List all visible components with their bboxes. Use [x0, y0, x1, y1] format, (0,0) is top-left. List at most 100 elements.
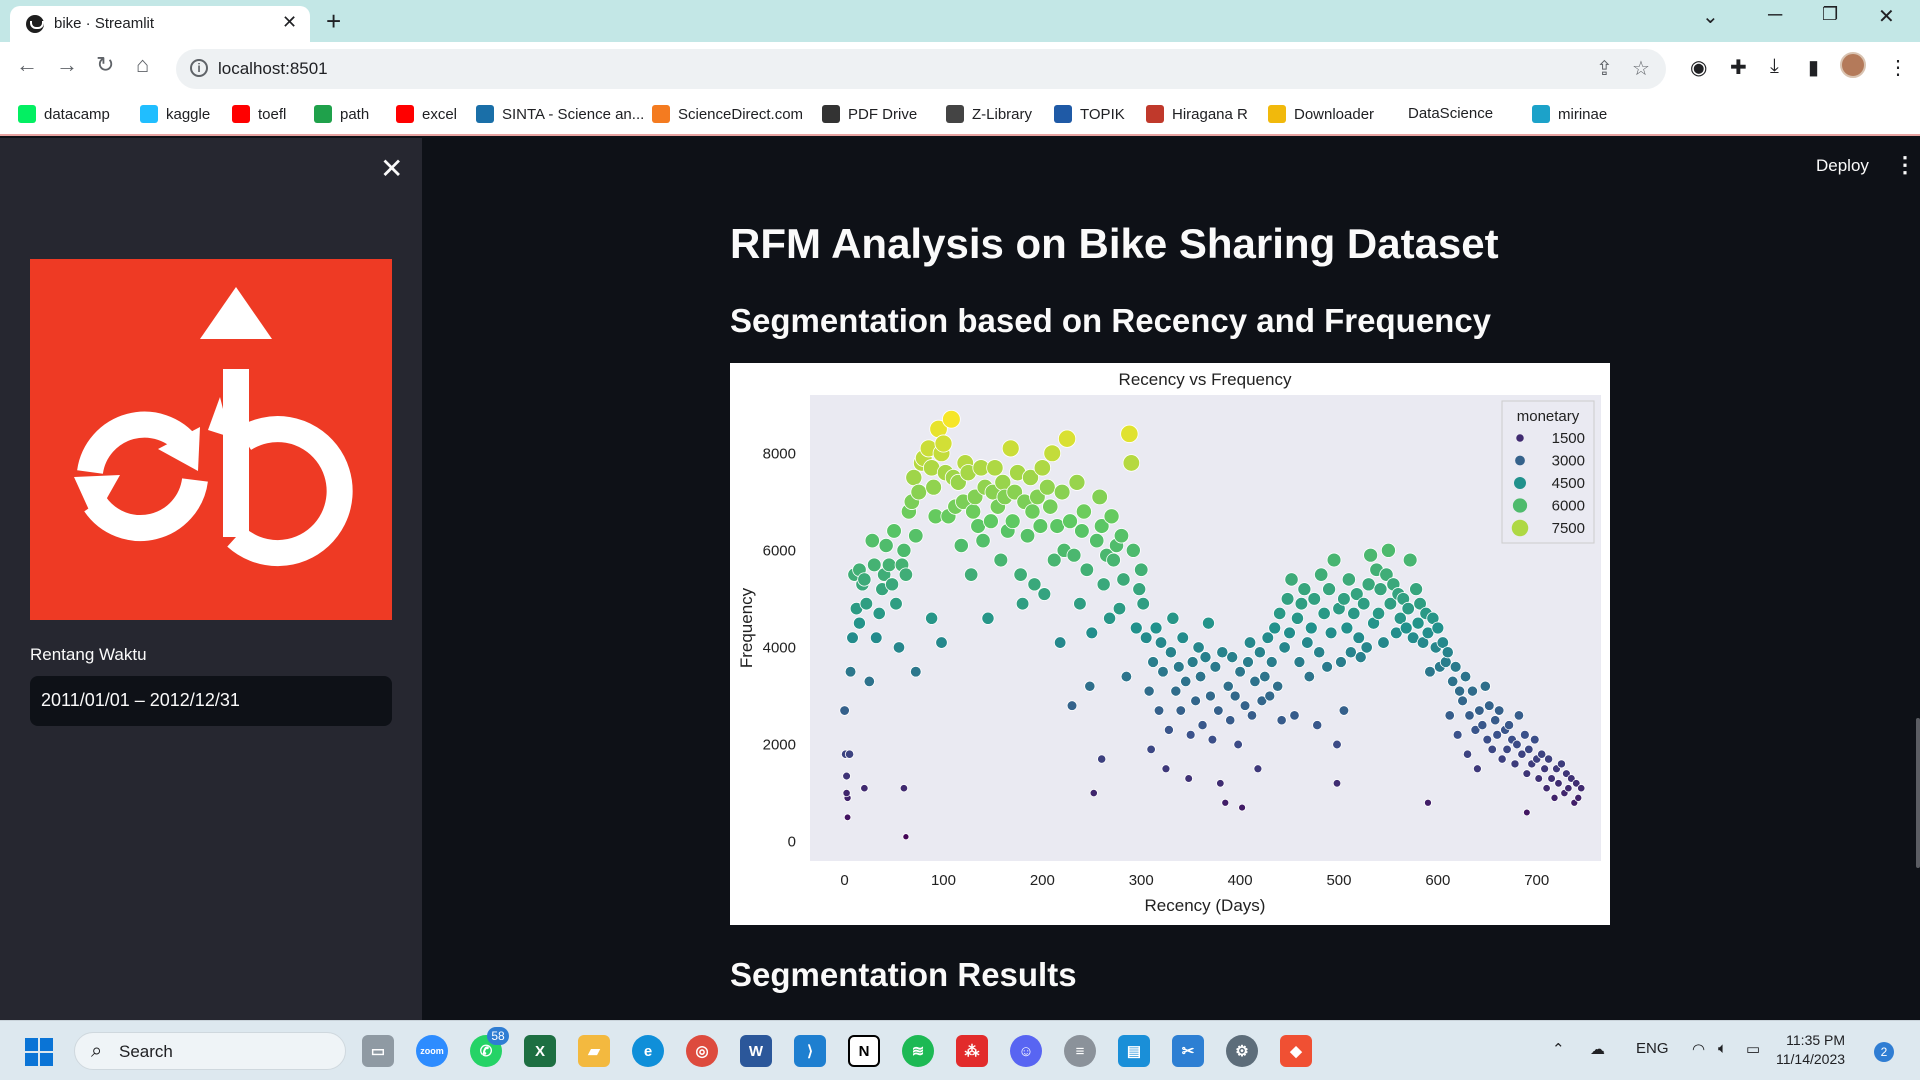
legend-marker	[1516, 434, 1524, 442]
data-point	[1163, 724, 1174, 735]
minimize-button[interactable]: ─	[1768, 4, 1783, 26]
discord-icon[interactable]: ☺	[1010, 1035, 1042, 1067]
main-menu-icon[interactable]: ⋮	[1894, 152, 1916, 177]
data-point	[1454, 685, 1466, 697]
bookmark-0[interactable]: datacamp	[18, 105, 110, 123]
battery-icon[interactable]: ▭	[1746, 1041, 1761, 1058]
close-window-button[interactable]: ✕	[1878, 6, 1895, 28]
address-bar[interactable]: i localhost:8501 ⇪ ☆	[176, 49, 1666, 89]
forward-button[interactable]: →	[56, 52, 78, 77]
data-point	[1024, 503, 1041, 520]
bookmark-3[interactable]: path	[314, 105, 369, 123]
windows-start-icon[interactable]	[25, 1038, 53, 1066]
notepad-icon[interactable]: ▤	[1118, 1035, 1150, 1067]
data-point	[1264, 690, 1276, 702]
bookmark-label: TOPIK	[1080, 105, 1125, 123]
main-scrollbar[interactable]	[1916, 718, 1920, 868]
sidebar-close-icon[interactable]: ✕	[380, 153, 404, 184]
youtube-icon	[396, 105, 414, 123]
snipping-tool-icon[interactable]: ✂	[1172, 1035, 1204, 1067]
y-axis-label: Frequency	[737, 587, 756, 668]
data-point	[1006, 483, 1023, 501]
data-point	[1096, 577, 1111, 592]
spotify-icon[interactable]: ≋	[902, 1035, 934, 1067]
onedrive-cloud-icon[interactable]: ☁	[1590, 1041, 1605, 1058]
system-clock[interactable]: 11:35 PM 11/14/2023	[1776, 1032, 1846, 1067]
taskbar-search-label: Search	[119, 1042, 173, 1061]
data-point	[1413, 596, 1427, 611]
mendeley-icon[interactable]: ⁂	[956, 1035, 988, 1067]
bookmark-4[interactable]: excel	[396, 105, 457, 123]
notion-icon[interactable]: N	[848, 1035, 880, 1067]
data-point	[1204, 690, 1216, 702]
bookmark-12[interactable]: DataScience	[1408, 105, 1493, 122]
data-point	[1517, 749, 1527, 759]
bookmark-2[interactable]: toefl	[232, 105, 286, 123]
data-point	[1134, 562, 1149, 577]
back-button[interactable]: ←	[16, 52, 38, 77]
zlibrary-icon	[946, 105, 964, 123]
tab-search-chevron-icon[interactable]: ⌄	[1702, 6, 1719, 28]
bookmark-label: mirinae	[1558, 105, 1608, 123]
zoom-app-icon[interactable]: zoom	[416, 1035, 448, 1067]
settings-gear-icon[interactable]: ⚙	[1226, 1035, 1258, 1067]
new-tab-button[interactable]: +	[326, 6, 342, 36]
restore-button[interactable]: ❐	[1822, 4, 1839, 24]
bookmark-6[interactable]: ScienceDirect.com	[652, 105, 803, 123]
data-point	[1383, 596, 1398, 611]
bookmark-1[interactable]: kaggle	[140, 105, 210, 123]
browser-menu-icon[interactable]: ⋮	[1888, 57, 1908, 79]
language-indicator[interactable]: ENG	[1636, 1040, 1669, 1057]
volume-icon[interactable]: 🔈︎	[1718, 1040, 1728, 1057]
home-button[interactable]: ⌂	[136, 52, 150, 77]
notification-badge[interactable]: 2	[1874, 1042, 1894, 1062]
section-heading-segmentation: Segmentation based on Recency and Freque…	[730, 302, 1492, 339]
reload-button[interactable]: ↻	[96, 52, 115, 77]
vscode-icon[interactable]: ⟩	[794, 1035, 826, 1067]
bookmark-7[interactable]: PDF Drive	[822, 105, 917, 123]
extension-icon[interactable]: ◉	[1690, 57, 1708, 79]
data-point	[1493, 705, 1505, 716]
tab-close-icon[interactable]: ✕	[282, 12, 298, 32]
data-point	[1564, 784, 1573, 793]
bookmark-label: Downloader	[1294, 105, 1375, 123]
tray-overflow-chevron-icon[interactable]: ⌃	[1552, 1041, 1565, 1058]
bookmark-11[interactable]: Downloader	[1268, 105, 1374, 123]
data-point	[910, 665, 922, 678]
x-tick-label: 300	[1129, 872, 1154, 889]
git-icon[interactable]: ◆	[1280, 1035, 1312, 1067]
word-icon[interactable]: W	[740, 1035, 772, 1067]
side-panel-icon[interactable]: ▮	[1808, 57, 1820, 79]
edge-icon[interactable]: e	[632, 1035, 664, 1067]
data-point	[1399, 621, 1413, 635]
deploy-button[interactable]: Deploy	[1816, 156, 1869, 175]
wifi-icon[interactable]: ◠	[1692, 1041, 1706, 1058]
data-point	[1091, 488, 1108, 506]
bookmark-star-icon[interactable]: ☆	[1632, 58, 1650, 80]
bookmark-8[interactable]: Z-Library	[946, 105, 1032, 123]
bookmark-13[interactable]: mirinae	[1532, 105, 1607, 123]
bookmark-10[interactable]: Hiragana R	[1146, 105, 1248, 123]
profile-avatar[interactable]	[1840, 52, 1866, 78]
task-view-icon[interactable]: ▭	[362, 1035, 394, 1067]
download-icon[interactable]: ⤓	[1770, 55, 1779, 77]
file-explorer-icon[interactable]: ▰	[578, 1035, 610, 1067]
date-range-input[interactable]: 2011/01/01 – 2012/12/31	[30, 676, 392, 726]
chrome-icon[interactable]: ◎	[686, 1035, 718, 1067]
database-icon[interactable]: ≡	[1064, 1035, 1096, 1067]
bookmark-9[interactable]: TOPIK	[1054, 105, 1125, 123]
bookmark-5[interactable]: SINTA - Science an...	[476, 105, 644, 123]
data-point	[1544, 754, 1554, 764]
browser-tab[interactable]: bike · Streamlit ✕	[10, 6, 310, 42]
share-icon[interactable]: ⇪	[1596, 58, 1613, 80]
excel-icon[interactable]: X	[524, 1035, 556, 1067]
extensions-puzzle-icon[interactable]: ✚	[1730, 57, 1747, 79]
site-info-icon[interactable]: i	[190, 59, 208, 77]
data-point	[1103, 611, 1117, 625]
taskbar-search[interactable]: ⌕ Search	[74, 1032, 346, 1070]
data-point	[1284, 572, 1299, 587]
data-point	[886, 523, 902, 539]
data-point	[1529, 734, 1540, 745]
data-point	[1238, 803, 1246, 812]
windows-taskbar: ⌕ Search ▭ zoom ✆ 58 X ▰ e ◎ W ⟩ N ≋ ⁂ ☺…	[0, 1020, 1920, 1080]
